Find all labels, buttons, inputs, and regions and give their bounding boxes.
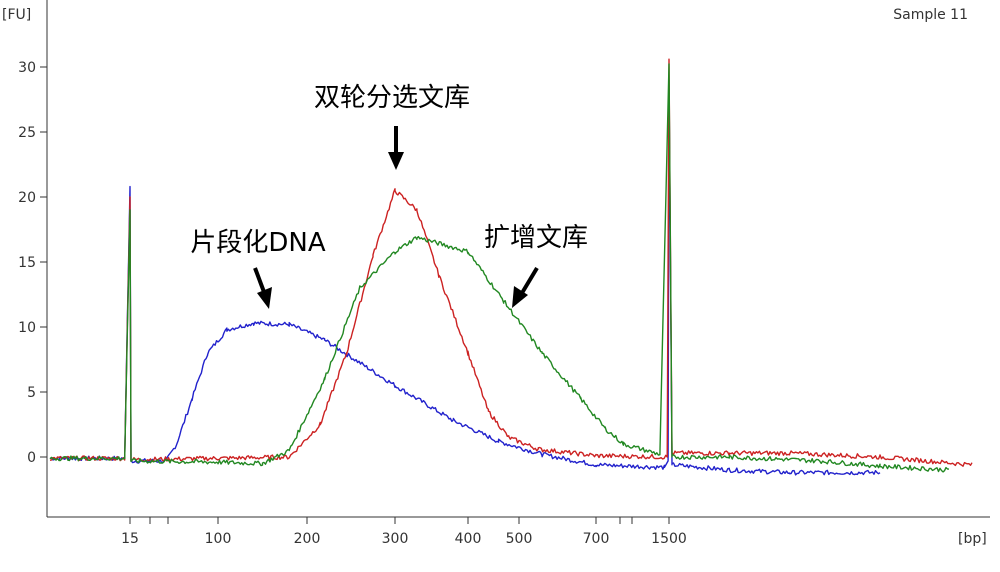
series-blue-fragmented-dna [49, 79, 881, 476]
arrow-icon [388, 126, 404, 170]
annotations: 双轮分选文库 片段化DNA 扩增文库 [190, 83, 588, 309]
x-ticks: 15 100 200 300 400 500 700 1500 [121, 517, 687, 547]
x-axis-unit-label: [bp] [958, 531, 987, 547]
series-lines [49, 58, 973, 476]
x-tick-label: 700 [583, 531, 610, 547]
y-tick-label: 20 [18, 190, 36, 206]
series-green-amplified [49, 63, 950, 473]
arrow-icon [512, 266, 539, 308]
series-red-dual-size-selected [49, 58, 973, 467]
y-tick-label: 15 [18, 255, 36, 271]
x-tick-label: 500 [506, 531, 533, 547]
x-tick-label: 100 [205, 531, 232, 547]
y-ticks: 0 5 10 15 20 25 30 [18, 60, 47, 466]
y-tick-label: 10 [18, 320, 36, 336]
annotation-dual-size-selected-library: 双轮分选文库 [314, 83, 470, 113]
sample-label: Sample 11 [893, 7, 968, 23]
annotation-fragmented-dna: 片段化DNA [190, 228, 325, 258]
x-tick-label: 15 [121, 531, 139, 547]
x-tick-label: 1500 [651, 531, 687, 547]
x-tick-label: 400 [455, 531, 482, 547]
x-tick-label: 200 [294, 531, 321, 547]
y-tick-label: 5 [27, 385, 36, 401]
arrow-icon [253, 267, 272, 309]
y-tick-label: 0 [27, 450, 36, 466]
annotation-amplified-library: 扩增文库 [484, 223, 588, 253]
y-axis-unit-label: [FU] [2, 7, 31, 23]
y-tick-label: 30 [18, 60, 36, 76]
y-tick-label: 25 [18, 125, 36, 141]
axes [46, 0, 990, 518]
x-tick-label: 300 [382, 531, 409, 547]
